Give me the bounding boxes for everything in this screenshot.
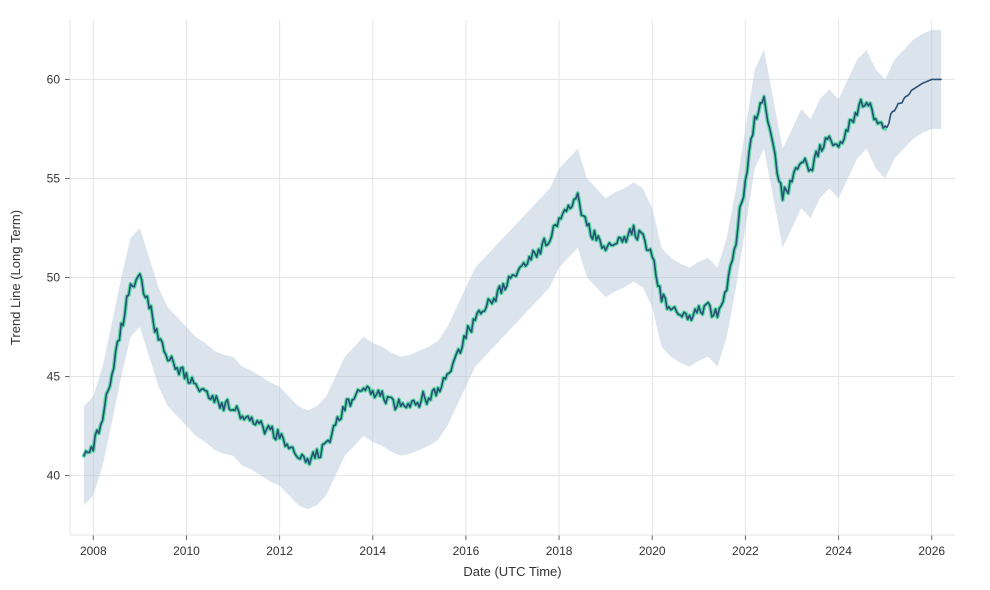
x-tick-label: 2010 — [173, 544, 200, 558]
x-tick-label: 2026 — [918, 544, 945, 558]
x-tick-label: 2016 — [453, 544, 480, 558]
x-tick-label: 2020 — [639, 544, 666, 558]
x-axis-label: Date (UTC Time) — [463, 564, 561, 579]
chart-container: 2008 2010 2012 2014 2016 2018 2020 2022 2024 2026… — [0, 0, 990, 590]
y-tick-label: 40 — [47, 469, 61, 483]
x-tick-label: 2018 — [546, 544, 573, 558]
x-tick-label: 2024 — [825, 544, 852, 558]
y-tick-label: 45 — [47, 370, 61, 384]
x-tick-label: 2008 — [80, 544, 107, 558]
x-tick-label: 2014 — [359, 544, 386, 558]
y-tick-label: 55 — [47, 171, 61, 185]
x-tick-label: 2012 — [266, 544, 293, 558]
y-axis-label: Trend Line (Long Term) — [8, 210, 23, 345]
trend-chart: 2008 2010 2012 2014 2016 2018 2020 2022 2024 2026… — [0, 0, 990, 590]
y-tick-label: 50 — [47, 271, 61, 285]
y-tick-label: 60 — [47, 72, 61, 86]
x-tick-label: 2022 — [732, 544, 759, 558]
